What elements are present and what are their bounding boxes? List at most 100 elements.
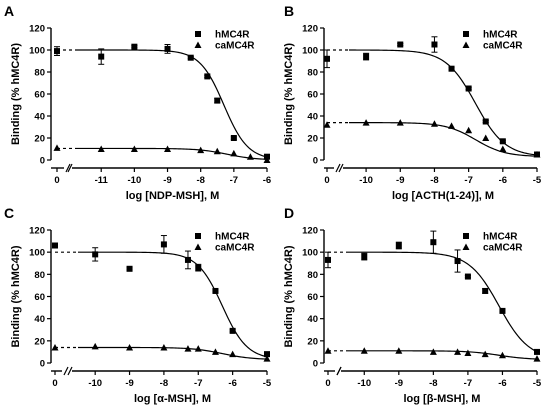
data-point xyxy=(448,122,456,129)
y-tick-label: 0 xyxy=(313,156,318,167)
x-axis-title: log [β-MSH], M xyxy=(404,393,481,405)
data-point xyxy=(324,55,330,62)
y-tick-label: 20 xyxy=(34,336,45,347)
x-tick-label: -6 xyxy=(498,378,506,389)
legend-marker xyxy=(463,233,469,239)
y-tick-label: 20 xyxy=(307,134,318,145)
data-point xyxy=(464,349,472,357)
panel-B: B 0 20 40 60 80 100 120 Binding (% hMC4R) 0 -10 -9 -… xyxy=(283,3,542,202)
legend-label: caMC4R xyxy=(483,41,523,52)
data-point xyxy=(98,53,105,60)
x-tick-label: -9 xyxy=(396,175,404,186)
data-point xyxy=(187,54,194,61)
y-tick-label: 80 xyxy=(307,270,318,281)
y-tick-label: 0 xyxy=(40,156,45,167)
data-point xyxy=(362,119,370,126)
data-point xyxy=(263,355,271,362)
data-point xyxy=(126,343,134,351)
data-point xyxy=(230,149,238,157)
axis-break-mark xyxy=(67,163,73,173)
data-point xyxy=(160,343,168,351)
data-point xyxy=(429,348,437,355)
series-hMC4R xyxy=(324,36,540,158)
axis-break-mark xyxy=(63,366,69,376)
y-tick-label: 80 xyxy=(34,68,45,79)
panel-letter: C xyxy=(4,205,14,221)
data-point xyxy=(533,355,541,362)
x-tick-label: -9 xyxy=(125,378,133,389)
data-point xyxy=(499,138,506,145)
y-tick-label: 60 xyxy=(34,292,45,303)
x-tick-label: -10 xyxy=(88,378,102,389)
y-tick-label: 40 xyxy=(34,112,45,123)
y-tick-label: 120 xyxy=(302,226,318,237)
fit-curve xyxy=(78,147,268,160)
data-point xyxy=(164,45,171,52)
series-caMC4R xyxy=(323,119,541,158)
fit-curve xyxy=(78,346,268,360)
y-tick-label: 60 xyxy=(34,90,45,101)
y-tick-label: 100 xyxy=(302,46,318,57)
data-point xyxy=(204,73,211,80)
y-tick-label: 120 xyxy=(302,24,318,35)
series-hMC4R xyxy=(325,230,540,355)
x-tick-label: -7 xyxy=(230,175,238,186)
data-point xyxy=(54,48,60,55)
data-point xyxy=(211,348,219,355)
fit-curve xyxy=(78,251,268,358)
x-tick-label: -6 xyxy=(228,378,236,389)
axis-break-mark xyxy=(335,163,341,173)
panel-D: D 0 20 40 60 80 100 120 Binding (% hMC4R) 0 -10 -9 -… xyxy=(283,205,542,405)
data-point xyxy=(499,307,506,314)
y-tick-label: 20 xyxy=(307,336,318,347)
data-point xyxy=(482,287,489,294)
data-point xyxy=(396,119,404,126)
x-tick-label: -11 xyxy=(95,175,109,186)
legend-label: hMC4R xyxy=(483,232,518,243)
y-axis-title: Binding (% hMC4R) xyxy=(283,245,295,347)
data-point xyxy=(214,97,221,104)
series-caMC4R xyxy=(51,342,271,362)
y-tick-label: 0 xyxy=(40,359,45,370)
x-tick-label: -10 xyxy=(128,175,142,186)
x-tick-label: -5 xyxy=(533,175,542,186)
data-point xyxy=(184,345,192,352)
x-tick-label: 0 xyxy=(324,175,329,186)
data-point xyxy=(464,273,471,280)
series-hMC4R xyxy=(54,43,270,160)
panel-letter: A xyxy=(4,3,14,19)
data-point xyxy=(184,256,191,263)
x-tick-label: 0 xyxy=(54,175,59,186)
y-tick-label: 100 xyxy=(29,46,45,57)
legend-label: caMC4R xyxy=(215,243,255,254)
data-point xyxy=(264,351,270,358)
data-point xyxy=(324,347,332,354)
legend-label: caMC4R xyxy=(215,41,255,52)
x-tick-label: -8 xyxy=(429,378,437,389)
legend-marker xyxy=(194,41,202,48)
y-tick-label: 80 xyxy=(307,68,318,79)
legend-marker xyxy=(194,243,202,250)
y-tick-label: 40 xyxy=(307,314,318,325)
y-axis-title: Binding (% hMC4R) xyxy=(283,43,295,145)
axis-break-mark xyxy=(338,163,344,173)
data-point xyxy=(126,265,133,272)
x-tick-label: -5 xyxy=(533,378,542,389)
y-tick-label: 60 xyxy=(307,90,318,101)
x-tick-label: -10 xyxy=(359,175,373,186)
data-point xyxy=(164,145,172,152)
data-point xyxy=(482,118,489,125)
data-point xyxy=(130,145,138,152)
data-point xyxy=(212,287,219,294)
fit-curve xyxy=(347,251,538,353)
data-point xyxy=(395,347,403,354)
data-point xyxy=(263,156,271,163)
y-tick-label: 100 xyxy=(302,248,318,259)
x-tick-label: -7 xyxy=(464,175,472,186)
data-point xyxy=(195,264,202,271)
data-point xyxy=(481,350,489,358)
data-point xyxy=(53,144,61,151)
panel-C: C 0 20 40 60 80 100 120 Binding (% hMC4R) 0 -10 -9 -… xyxy=(4,205,272,405)
fit-curve xyxy=(78,49,268,158)
